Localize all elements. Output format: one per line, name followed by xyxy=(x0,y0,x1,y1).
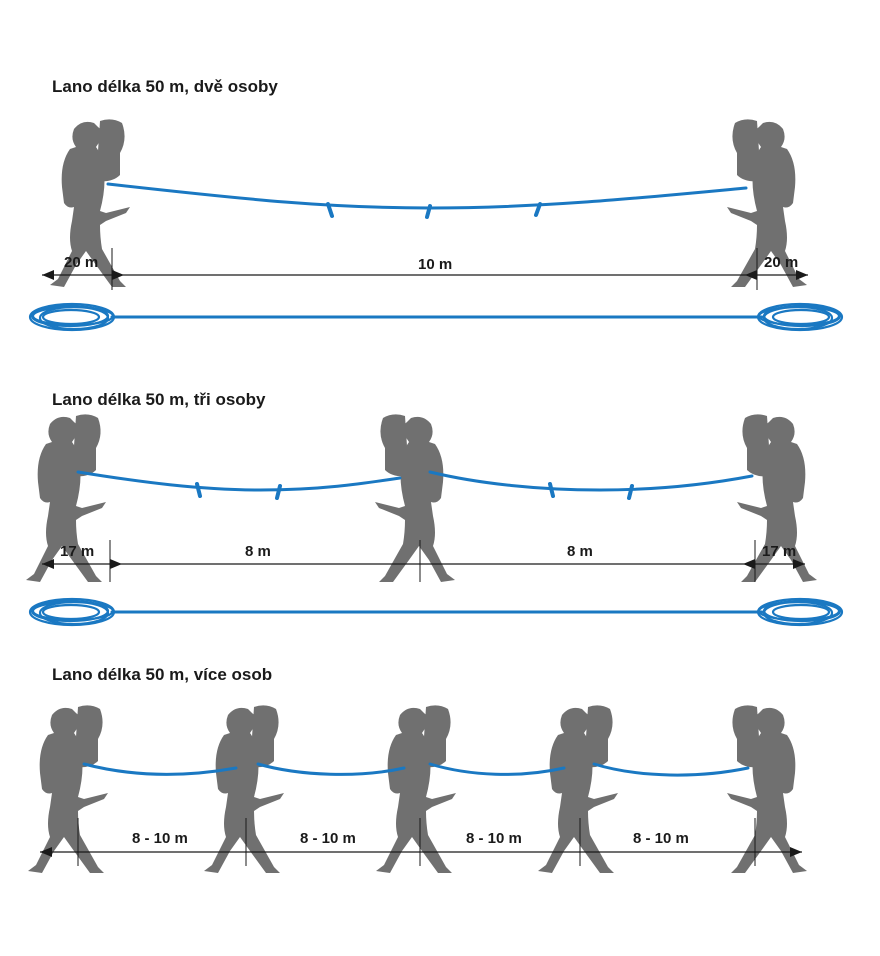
dimension-label: 17 m xyxy=(762,543,796,560)
section-3-figures xyxy=(28,705,807,873)
section-2-title: Lano délka 50 m, tři osoby xyxy=(52,390,266,409)
section-3-title: Lano délka 50 m, více osob xyxy=(52,665,272,684)
hiker-icon xyxy=(28,705,108,873)
dimension-label: 20 m xyxy=(64,254,98,271)
rope xyxy=(592,762,750,777)
section-2-figures xyxy=(26,414,817,582)
hiker-icon xyxy=(538,705,618,873)
hiker-icon xyxy=(204,705,284,873)
dimension-label: 10 m xyxy=(418,256,452,273)
rope-coil-icon xyxy=(756,302,844,332)
rope-coil-icon xyxy=(756,597,844,627)
dimension-label: 8 m xyxy=(245,543,271,560)
section-3-dimensions: 8 - 10 m 8 - 10 m 8 - 10 m 8 - 10 m xyxy=(40,818,802,866)
rope-knots xyxy=(195,482,634,500)
rope xyxy=(82,762,238,776)
dimension-label: 8 - 10 m xyxy=(300,830,356,847)
dimension-label: 8 m xyxy=(567,543,593,560)
rope xyxy=(76,470,402,492)
rope xyxy=(106,182,748,210)
section-1-dimensions: 20 m 10 m 20 m xyxy=(42,248,808,290)
section-2-coiled-rope xyxy=(28,597,844,627)
section-2-dimensions: 17 m 8 m 8 m 17 m xyxy=(42,540,805,582)
hiker-icon xyxy=(727,705,807,873)
dimension-label: 17 m xyxy=(60,543,94,560)
rope xyxy=(256,762,406,776)
rope-coil-icon xyxy=(28,597,116,627)
section-1-title: Lano délka 50 m, dvě osoby xyxy=(52,77,278,96)
dimension-label: 8 - 10 m xyxy=(633,830,689,847)
hiker-icon xyxy=(376,705,456,873)
hiker-icon xyxy=(375,414,455,582)
section-1-coiled-rope xyxy=(28,302,844,332)
dimension-label: 8 - 10 m xyxy=(466,830,522,847)
rope-knots xyxy=(326,202,542,219)
rope xyxy=(428,762,566,776)
rope xyxy=(428,470,754,492)
dimension-label: 8 - 10 m xyxy=(132,830,188,847)
dimension-label: 20 m xyxy=(764,254,798,271)
rope-coil-icon xyxy=(28,302,116,332)
